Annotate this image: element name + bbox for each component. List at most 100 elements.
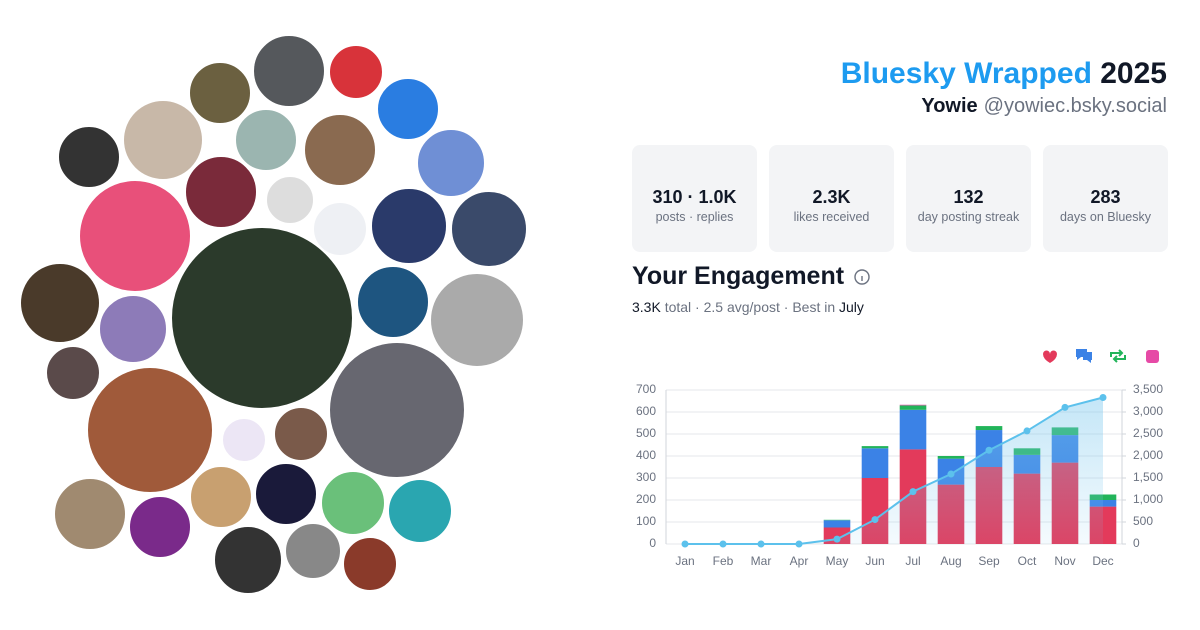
line-point xyxy=(871,516,879,524)
y2-tick-label: 2,500 xyxy=(1133,426,1163,440)
line xyxy=(685,396,1104,545)
avatar xyxy=(376,77,440,141)
y-tick-label: 700 xyxy=(636,382,656,396)
avatar xyxy=(45,345,101,401)
y-tick-label: 500 xyxy=(636,426,656,440)
avatar xyxy=(273,406,329,462)
stat-card: 132 day posting streak xyxy=(906,145,1031,252)
stat-value: 132 xyxy=(953,187,984,207)
bar-segment xyxy=(861,446,889,449)
x-tick-label: Jun xyxy=(865,554,884,568)
user: Yowie @yowiec.bsky.social xyxy=(921,95,1167,118)
line-point xyxy=(681,540,689,548)
y2-tick-label: 1,000 xyxy=(1133,492,1163,506)
legend-repost xyxy=(1110,349,1126,363)
bar-segment xyxy=(823,520,851,528)
avatar xyxy=(57,125,121,189)
avatar xyxy=(312,201,368,257)
y2-tick-label: 3,500 xyxy=(1133,382,1163,396)
x-tick-label: May xyxy=(826,554,849,568)
avatar-cluster xyxy=(19,34,528,595)
line-point xyxy=(795,540,803,548)
summary-middle: total · 2.5 avg/post · Best in xyxy=(664,299,836,315)
info-icon[interactable] xyxy=(854,269,870,285)
title-brand: Bluesky Wrapped xyxy=(840,57,1092,90)
avatar xyxy=(387,478,453,544)
stat-label: likes received xyxy=(793,210,870,224)
stat-value: 310 · 1.0K xyxy=(652,187,737,207)
y2-tick-label: 2,000 xyxy=(1133,448,1163,462)
avatar xyxy=(328,44,384,100)
bar-segment xyxy=(899,405,927,410)
legend-reply xyxy=(1076,349,1092,363)
stat-label: day posting streak xyxy=(917,210,1020,224)
stat-card: 310 · 1.0K posts · replies xyxy=(632,145,757,252)
line-point xyxy=(833,535,841,543)
legend-like xyxy=(1043,350,1057,363)
line-point xyxy=(947,470,955,478)
y-tick-label: 400 xyxy=(636,448,656,462)
x-tick-label: Jul xyxy=(905,554,920,568)
line-point xyxy=(757,540,765,548)
avatar xyxy=(342,536,398,592)
summary-total: 3.3K xyxy=(632,299,661,315)
y-tick-label: 200 xyxy=(636,492,656,506)
summary: 3.3K total · 2.5 avg/post · Best in July xyxy=(632,299,864,315)
display-name: Yowie xyxy=(921,95,978,117)
avatar xyxy=(188,61,252,125)
avatar xyxy=(86,366,214,494)
bar-segment xyxy=(861,448,889,478)
legend xyxy=(1043,349,1159,363)
avatar xyxy=(370,187,448,265)
avatar xyxy=(53,477,127,551)
y2-tick-label: 0 xyxy=(1133,536,1140,550)
y2-tick-label: 500 xyxy=(1133,514,1153,528)
stat-value: 2.3K xyxy=(812,187,851,207)
summary-best: July xyxy=(839,299,864,315)
bar-segment xyxy=(937,456,965,459)
legend-quote xyxy=(1146,350,1159,363)
y-tick-label: 300 xyxy=(636,470,656,484)
stat-label: posts · replies xyxy=(655,210,734,224)
stat-label: days on Bluesky xyxy=(1059,210,1152,224)
line-point xyxy=(909,488,917,496)
x-tick-label: Aug xyxy=(940,554,961,568)
title-year: 2025 xyxy=(1100,57,1167,90)
x-tick-label: Dec xyxy=(1092,554,1113,568)
avatar xyxy=(184,155,258,229)
stat-value: 283 xyxy=(1090,187,1121,207)
avatar xyxy=(122,99,204,181)
area xyxy=(685,397,1103,544)
avatar xyxy=(303,113,377,187)
section-title: Your Engagement xyxy=(632,262,845,290)
avatar xyxy=(189,465,253,529)
avatar xyxy=(450,190,528,268)
avatar xyxy=(78,179,192,293)
y-tick-label: 600 xyxy=(636,404,656,418)
avatar xyxy=(265,175,315,225)
y2-tick-label: 1,500 xyxy=(1133,470,1163,484)
avatar xyxy=(221,417,267,463)
avatar xyxy=(328,341,466,479)
avatar xyxy=(429,272,525,368)
line-point xyxy=(1099,393,1107,401)
stat-card: 283 days on Bluesky xyxy=(1043,145,1168,252)
x-tick-label: Oct xyxy=(1018,554,1037,568)
avatar xyxy=(320,470,386,536)
y-tick-label: 0 xyxy=(649,536,656,550)
stat-card: 2.3K likes received xyxy=(769,145,894,252)
handle[interactable]: @yowiec.bsky.social xyxy=(983,95,1167,117)
x-tick-label: Sep xyxy=(978,554,1000,568)
title: Bluesky Wrapped 2025 xyxy=(841,57,1167,91)
avatar xyxy=(98,294,168,364)
y2-tick-label: 3,000 xyxy=(1133,404,1163,418)
bar-segment xyxy=(899,409,927,450)
avatar xyxy=(128,495,192,559)
avatar xyxy=(416,128,486,198)
x-tick-label: Feb xyxy=(713,554,734,568)
bar-segment xyxy=(975,426,1003,431)
avatar xyxy=(213,525,283,595)
avatar xyxy=(234,108,298,172)
